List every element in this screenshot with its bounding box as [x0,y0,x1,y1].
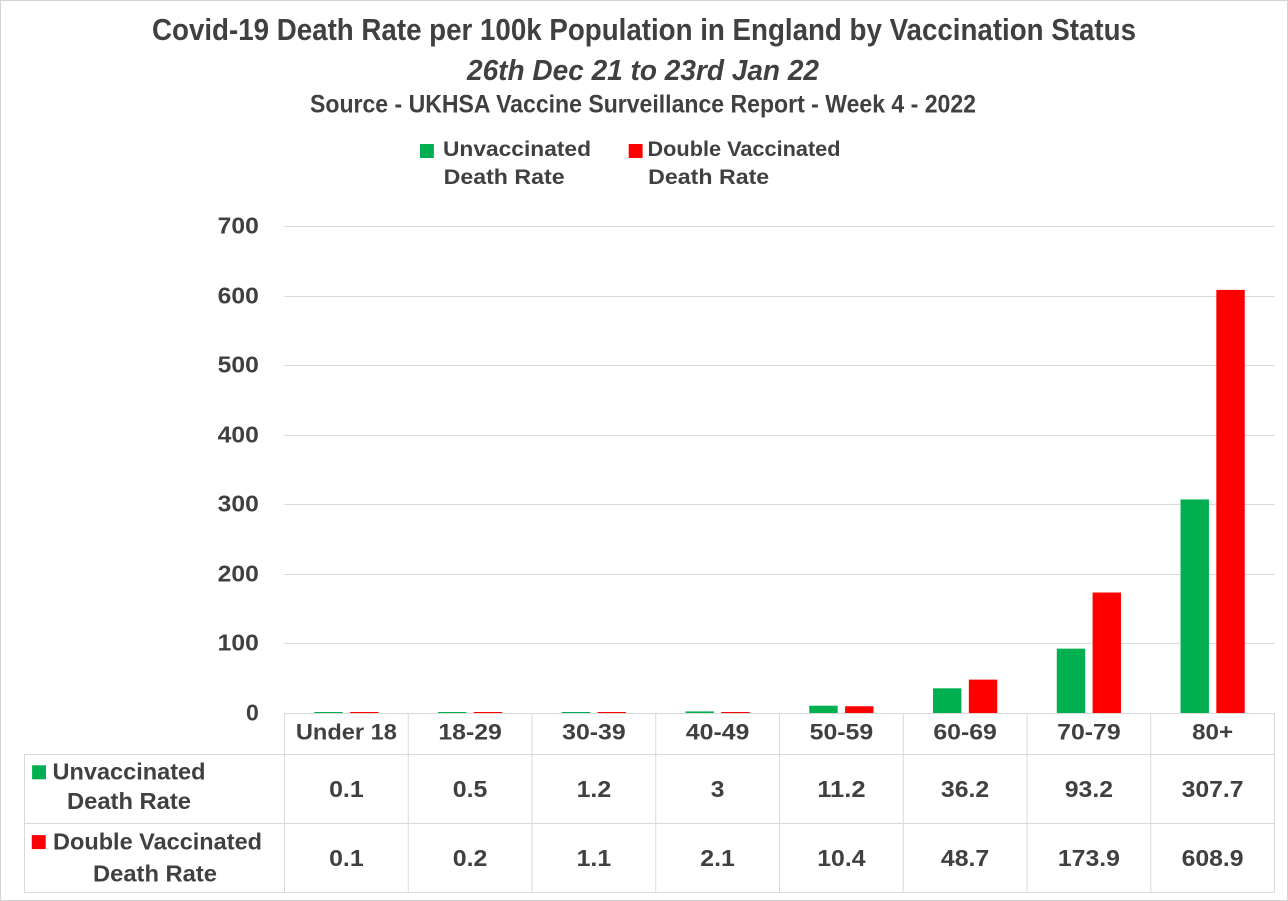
svg-text:Double Vaccinated: Double Vaccinated [648,137,841,161]
svg-text:Death Rate: Death Rate [444,165,565,189]
svg-text:Double Vaccinated: Double Vaccinated [53,828,262,854]
svg-text:48.7: 48.7 [941,845,989,871]
svg-text:Source - UKHSA Vaccine Surveil: Source - UKHSA Vaccine Surveillance Repo… [310,92,976,119]
svg-text:Unvaccinated: Unvaccinated [443,137,591,161]
svg-text:307.7: 307.7 [1182,776,1244,802]
svg-text:608.9: 608.9 [1182,845,1244,871]
svg-text:93.2: 93.2 [1065,776,1113,802]
svg-text:50-59: 50-59 [810,720,874,745]
svg-text:Death Rate: Death Rate [67,788,191,814]
svg-text:0.1: 0.1 [329,845,364,871]
svg-text:70-79: 70-79 [1057,720,1121,745]
svg-text:Death Rate: Death Rate [93,861,217,887]
svg-text:173.9: 173.9 [1058,845,1120,871]
svg-text:0.2: 0.2 [453,845,488,871]
svg-text:Death Rate: Death Rate [648,165,769,189]
svg-text:Covid-19 Death Rate per 100k P: Covid-19 Death Rate per 100k Population … [152,12,1136,47]
svg-text:600: 600 [218,283,259,309]
svg-text:40-49: 40-49 [686,720,750,745]
svg-text:400: 400 [218,422,259,448]
svg-text:0.1: 0.1 [329,776,364,802]
svg-text:11.2: 11.2 [817,776,865,802]
svg-text:0: 0 [246,700,259,726]
svg-text:200: 200 [218,561,259,587]
svg-text:Under 18: Under 18 [296,720,397,745]
svg-text:30-39: 30-39 [562,720,626,745]
svg-text:700: 700 [218,213,259,239]
svg-text:0.5: 0.5 [453,776,488,802]
svg-text:100: 100 [218,630,259,656]
svg-text:80+: 80+ [1192,720,1233,745]
svg-text:60-69: 60-69 [933,720,997,745]
svg-text:1.2: 1.2 [577,776,612,802]
svg-text:300: 300 [218,491,259,517]
svg-text:36.2: 36.2 [941,776,989,802]
svg-text:26th Dec 21 to 23rd Jan 22: 26th Dec 21 to 23rd Jan 22 [466,55,819,87]
svg-text:2.1: 2.1 [700,845,735,871]
svg-text:10.4: 10.4 [817,845,865,871]
svg-text:500: 500 [218,352,259,378]
svg-text:Unvaccinated: Unvaccinated [53,758,206,784]
svg-text:3: 3 [711,776,725,802]
svg-text:18-29: 18-29 [438,720,502,745]
svg-text:1.1: 1.1 [577,845,612,871]
